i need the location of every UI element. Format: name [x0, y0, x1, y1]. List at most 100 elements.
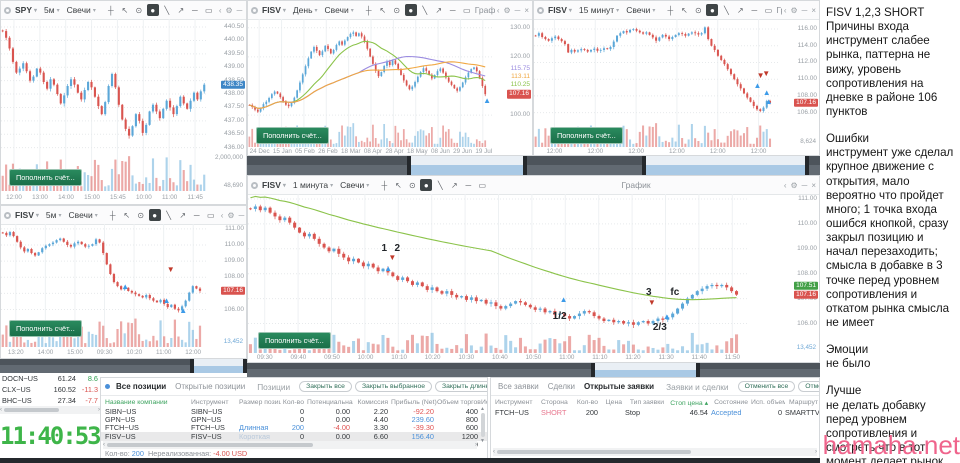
- symbol-select[interactable]: FISV ▾: [548, 5, 572, 15]
- zoom-icon[interactable]: ⊙: [408, 180, 416, 190]
- crosshair-icon[interactable]: ┼: [365, 5, 372, 15]
- column-header[interactable]: Кол-во: [282, 399, 304, 406]
- column-header[interactable]: Инструмент: [495, 399, 533, 406]
- collapse-icon[interactable]: ‹: [783, 5, 787, 15]
- trendline-icon[interactable]: ╲: [166, 210, 172, 220]
- arrow-icon[interactable]: ↗: [177, 5, 185, 15]
- action-button[interactable]: Отменить выбранные: [798, 381, 819, 392]
- chart-canvas[interactable]: [1, 19, 246, 191]
- gear-icon[interactable]: ⚙: [227, 210, 235, 220]
- cursor-icon[interactable]: ↖: [123, 210, 131, 220]
- crosshair-icon[interactable]: ┼: [667, 5, 674, 15]
- chart-navigator[interactable]: [533, 156, 820, 175]
- link-indicator-icon[interactable]: [4, 211, 11, 219]
- column-header[interactable]: Состояние: [714, 399, 748, 406]
- zoom-icon[interactable]: ⊙: [695, 5, 702, 15]
- cursor-icon[interactable]: ↖: [121, 5, 129, 15]
- watchlist-row[interactable]: BHC~US 27.34 -7.7: [0, 395, 100, 406]
- collapse-icon[interactable]: ‹: [783, 180, 787, 190]
- fisv-day-chart[interactable]: ▲ 130.00 120.00 100.00 115.75 113.11 110.25 107…: [248, 19, 532, 155]
- action-button[interactable]: Закрыть длинные: [435, 381, 487, 392]
- horizontal-line-icon[interactable]: ─: [193, 210, 200, 220]
- horizontal-line-icon[interactable]: ─: [449, 5, 456, 15]
- collapse-icon[interactable]: ‹: [496, 5, 500, 15]
- column-header[interactable]: Использованная Г: [481, 399, 487, 406]
- column-header[interactable]: Стоп цена ▴: [670, 399, 708, 407]
- symbol-select[interactable]: FISV ▾: [262, 5, 286, 15]
- gear-icon[interactable]: ⚙: [790, 5, 798, 15]
- chart-style-select[interactable]: Свечи ▾: [66, 5, 96, 15]
- navigator-selection[interactable]: [590, 363, 700, 377]
- link-indicator-icon[interactable]: [4, 6, 11, 14]
- timeframe-select[interactable]: 5м ▾: [44, 5, 60, 15]
- fisv-5m-chart[interactable]: ▲▼▲▲111.00110.00109.00108.00107.00106.00…: [1, 224, 246, 358]
- chart-style-select[interactable]: Свечи ▾: [324, 5, 354, 15]
- deposit-button[interactable]: Пополнить счёт...: [256, 127, 329, 144]
- collapse-icon[interactable]: ‹: [218, 5, 222, 15]
- chart-navigator[interactable]: [0, 359, 247, 373]
- cursor-icon[interactable]: ↖: [681, 5, 688, 15]
- link-indicator-icon[interactable]: [537, 6, 544, 14]
- cursor-icon[interactable]: ↖: [394, 180, 402, 190]
- hand-icon[interactable]: ●: [146, 4, 159, 16]
- scroll-right-icon[interactable]: ›: [815, 449, 817, 455]
- column-header[interactable]: Инструмент: [191, 399, 229, 406]
- timeframe-select[interactable]: 5м ▾: [45, 210, 62, 220]
- scrollbar-thumb[interactable]: [480, 413, 485, 437]
- navigator-selection[interactable]: [407, 156, 528, 175]
- column-header[interactable]: Сторона: [541, 399, 568, 406]
- tab-2[interactable]: Открытые позиции: [175, 382, 246, 391]
- column-header[interactable]: Тип заявки: [629, 399, 664, 406]
- close-icon[interactable]: ×: [524, 5, 529, 15]
- column-header[interactable]: Размер позиции: [239, 399, 281, 406]
- horizontal-scrollbar[interactable]: ‹ ›: [103, 441, 477, 449]
- zoom-icon[interactable]: ⊙: [135, 5, 143, 15]
- minimize-icon[interactable]: ─: [238, 210, 245, 220]
- navigator-selection[interactable]: [642, 156, 809, 175]
- scroll-left-icon[interactable]: ‹: [493, 449, 495, 455]
- column-header[interactable]: Кол-во: [576, 399, 598, 406]
- scroll-up-icon[interactable]: ▲: [480, 406, 485, 412]
- column-header[interactable]: Потенциальная: [307, 399, 353, 406]
- horizontal-line-icon[interactable]: ─: [465, 180, 472, 190]
- tab-2[interactable]: Сделки: [547, 382, 575, 391]
- rectangle-icon[interactable]: ▭: [206, 210, 215, 220]
- trendline-icon[interactable]: ╲: [723, 5, 729, 15]
- gear-icon[interactable]: ⚙: [790, 180, 798, 190]
- scrollbar-thumb[interactable]: [107, 443, 313, 447]
- link-indicator-icon[interactable]: [105, 384, 110, 389]
- deposit-button[interactable]: Пополнить счёт...: [550, 127, 623, 144]
- watchlist-row[interactable]: CLX~US 160.52 -11.3: [0, 384, 100, 395]
- order-row[interactable]: FTCH~US SHORT 200 Stop 46.54 Accepted 0 SMARTTV…: [491, 407, 819, 417]
- close-icon[interactable]: ×: [811, 5, 816, 15]
- deposit-button[interactable]: Пополнить счёт...: [9, 169, 82, 186]
- trendline-icon[interactable]: ╲: [422, 5, 428, 15]
- chart-style-select[interactable]: Свечи ▾: [626, 5, 656, 15]
- collapse-icon[interactable]: ‹: [220, 210, 224, 220]
- hand-icon[interactable]: ●: [404, 4, 417, 16]
- rectangle-icon[interactable]: ▭: [478, 180, 487, 190]
- zoom-icon[interactable]: ⊙: [393, 5, 401, 15]
- position-row[interactable]: FTCH~US FTCH~US Длинная 200 -4.00 3.30 -39.30 6…: [101, 424, 487, 432]
- timeframe-select[interactable]: 1 минута ▾: [292, 180, 334, 190]
- spy-5m-chart[interactable]: 440.50 440.00 439.50 439.00 438.50 438.00 437.…: [1, 19, 246, 204]
- arrow-icon[interactable]: ↗: [450, 180, 458, 190]
- chart-canvas[interactable]: [1, 224, 246, 347]
- horizontal-scrollbar[interactable]: ‹ ›: [0, 406, 100, 414]
- zoom-icon[interactable]: ⊙: [137, 210, 145, 220]
- arrow-icon[interactable]: ↗: [179, 210, 187, 220]
- rectangle-icon[interactable]: ▭: [764, 5, 773, 15]
- hand-icon[interactable]: ●: [420, 179, 433, 191]
- scroll-down-icon[interactable]: ▼: [480, 438, 485, 444]
- navigator-selection[interactable]: [190, 359, 247, 373]
- scrollbar-thumb[interactable]: [497, 450, 692, 454]
- minimize-icon[interactable]: ─: [801, 180, 808, 190]
- scroll-left-icon[interactable]: ‹: [103, 442, 105, 448]
- column-header[interactable]: Название компании: [105, 399, 168, 406]
- column-header[interactable]: Прибыль (Net): [391, 399, 437, 406]
- tab-3[interactable]: Открытые заявки: [583, 382, 655, 391]
- link-indicator-icon[interactable]: [251, 6, 258, 14]
- horizontal-line-icon[interactable]: ─: [191, 5, 198, 15]
- action-button[interactable]: Закрыть выбранное: [354, 381, 433, 392]
